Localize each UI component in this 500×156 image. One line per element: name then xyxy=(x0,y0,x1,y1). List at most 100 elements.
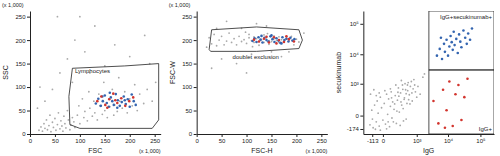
event-point xyxy=(283,41,286,44)
y-tick-label: 0 xyxy=(189,131,193,137)
x-tick: 250 xyxy=(150,134,161,144)
event-point xyxy=(407,84,409,86)
x-tick-mark xyxy=(417,134,418,137)
event-point xyxy=(410,81,412,83)
event-point xyxy=(97,97,100,100)
event-point xyxy=(57,124,59,126)
event-point xyxy=(414,91,416,93)
event-point xyxy=(218,39,220,41)
x-scale-note: (x 1,000) xyxy=(306,148,328,154)
y-tick: 10⁴ xyxy=(350,52,364,58)
event-point xyxy=(84,51,86,53)
event-point xyxy=(400,92,402,94)
x-tick-label: 10⁵ xyxy=(476,138,486,144)
y-tick-mark xyxy=(194,87,197,88)
event-point xyxy=(458,33,461,36)
event-point xyxy=(279,42,282,45)
x-tick-mark xyxy=(155,134,156,137)
gate xyxy=(69,64,159,129)
y-tick-label: 50 xyxy=(185,108,192,114)
event-point xyxy=(453,44,456,47)
event-point xyxy=(452,30,455,33)
y-tick-mark xyxy=(360,129,363,130)
event-point xyxy=(252,46,254,48)
event-point xyxy=(414,84,416,86)
y-tick-mark xyxy=(194,134,197,135)
event-point xyxy=(396,110,398,112)
y-tick: -174 xyxy=(347,126,364,132)
event-point xyxy=(389,105,391,107)
event-point xyxy=(460,46,463,49)
x-tick: 0 xyxy=(195,134,199,144)
event-point xyxy=(388,98,390,100)
event-point xyxy=(100,105,103,108)
event-point xyxy=(100,95,103,98)
event-point xyxy=(416,96,418,98)
event-point xyxy=(226,40,228,42)
event-point xyxy=(71,81,73,83)
x-tick-label: 0 xyxy=(195,138,199,144)
event-point xyxy=(228,32,230,34)
x-tick-label: 250 xyxy=(150,138,161,144)
y-tick: 250 xyxy=(182,14,197,20)
event-point xyxy=(398,95,400,97)
event-point xyxy=(253,38,256,41)
event-point xyxy=(96,119,98,121)
x-tick-mark xyxy=(130,134,131,137)
event-point xyxy=(69,129,71,131)
x-tick-mark xyxy=(105,134,106,137)
event-point xyxy=(60,120,62,122)
y-tick-label: 10⁴ xyxy=(350,52,360,58)
event-point xyxy=(389,126,391,128)
event-point xyxy=(437,122,440,125)
y-scale-note: (x 1,000) xyxy=(169,2,191,8)
gate xyxy=(429,70,494,134)
y-axis: 050100150200250 xyxy=(182,12,197,138)
y-tick-label: 100 xyxy=(15,84,26,90)
y-tick-label: 150 xyxy=(15,61,26,67)
event-point xyxy=(466,77,469,80)
y-tick: 100 xyxy=(15,84,30,90)
event-point xyxy=(143,103,145,105)
y-axis-title: FSC-W xyxy=(169,61,176,84)
event-point xyxy=(211,67,213,69)
event-point xyxy=(384,90,386,92)
event-point xyxy=(400,101,402,103)
event-point xyxy=(281,56,283,58)
event-point xyxy=(64,123,66,125)
y-tick-mark xyxy=(194,111,197,112)
event-point xyxy=(405,89,407,91)
event-point xyxy=(465,43,468,46)
event-point xyxy=(450,41,453,44)
y-tick-label: 10⁵ xyxy=(350,21,360,27)
x-tick-label: 50 xyxy=(219,138,226,144)
event-point xyxy=(381,107,383,109)
x-axis-line xyxy=(197,134,328,135)
event-point xyxy=(116,111,118,113)
event-point xyxy=(411,92,413,94)
y-tick-mark xyxy=(27,64,30,65)
event-point xyxy=(441,58,444,61)
event-point xyxy=(104,110,106,112)
event-point xyxy=(114,93,117,96)
event-point xyxy=(273,36,276,39)
event-point xyxy=(108,98,110,100)
event-point xyxy=(457,84,460,87)
event-point xyxy=(116,99,119,102)
event-point xyxy=(98,93,100,95)
x-tick: 150 xyxy=(267,134,278,144)
event-point xyxy=(270,34,273,37)
event-point xyxy=(432,100,435,103)
event-point xyxy=(116,106,119,109)
x-axis: -113010³10⁴10⁵ xyxy=(364,134,495,144)
x-tick: 10⁵ xyxy=(476,134,486,144)
event-point xyxy=(405,118,407,120)
event-point xyxy=(409,103,411,105)
x-tick-label: 250 xyxy=(317,138,328,144)
event-point xyxy=(375,121,377,123)
x-tick: 50 xyxy=(52,134,59,144)
event-point xyxy=(95,102,98,105)
event-point xyxy=(79,16,81,18)
event-point xyxy=(451,49,454,52)
y-tick-mark xyxy=(27,17,30,18)
